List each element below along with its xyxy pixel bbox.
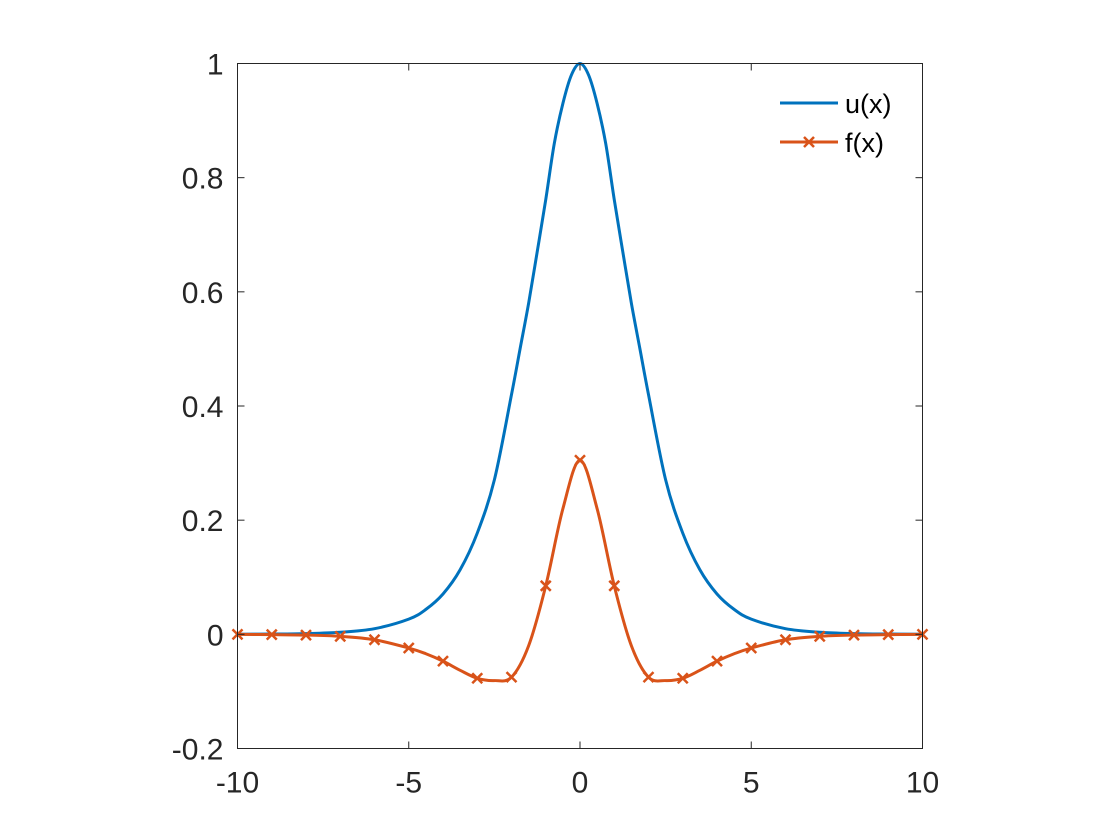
series-marker-fx <box>779 633 792 646</box>
tick-labels: -10 -5 0 5 10 -0.2 0 0.2 0.4 0.6 0.8 1 <box>172 49 939 800</box>
y-tick-label: 0.6 <box>182 277 224 310</box>
axis-ticks <box>237 63 923 749</box>
series-marker-fx <box>608 579 621 592</box>
series-marker-fx <box>882 628 895 641</box>
series-marker-fx <box>676 672 689 685</box>
y-tick-label: 1 <box>207 49 224 82</box>
legend-label-u: u(x) <box>845 89 892 119</box>
series-marker-fx <box>539 579 552 592</box>
x-tick-label: 0 <box>572 767 589 800</box>
x-tick-label: 5 <box>743 767 760 800</box>
series-marker-fx <box>402 642 415 654</box>
series-marker-fx <box>848 629 860 641</box>
series-marker-fx <box>368 633 381 646</box>
x-tick-label: 10 <box>906 767 939 800</box>
y-tick-label: 0.8 <box>182 163 224 196</box>
y-tick-label: 0.2 <box>182 505 224 538</box>
series-marker-fx <box>300 629 312 641</box>
series-marker-fx <box>711 655 723 668</box>
legend-marker-f <box>803 136 815 148</box>
series-marker-fx <box>813 630 826 643</box>
legend-label-f: f(x) <box>845 128 884 158</box>
x-tick-label: -5 <box>395 767 422 800</box>
series-marker-fx <box>334 630 347 643</box>
y-tick-label: -0.2 <box>172 734 224 767</box>
y-tick-label: 0 <box>207 619 224 652</box>
series-marker-fx <box>471 672 484 685</box>
series-marker-fx <box>437 655 449 668</box>
x-tick-label: -10 <box>216 767 259 800</box>
series-marker-fx <box>265 628 278 641</box>
y-tick-label: 0.4 <box>182 391 224 424</box>
series-marker-fx <box>745 642 758 654</box>
legend: u(x) f(x) <box>780 89 892 158</box>
series-marker-fx <box>505 671 518 684</box>
series-marker-fx <box>574 454 586 467</box>
series-marker-fx <box>642 671 655 684</box>
